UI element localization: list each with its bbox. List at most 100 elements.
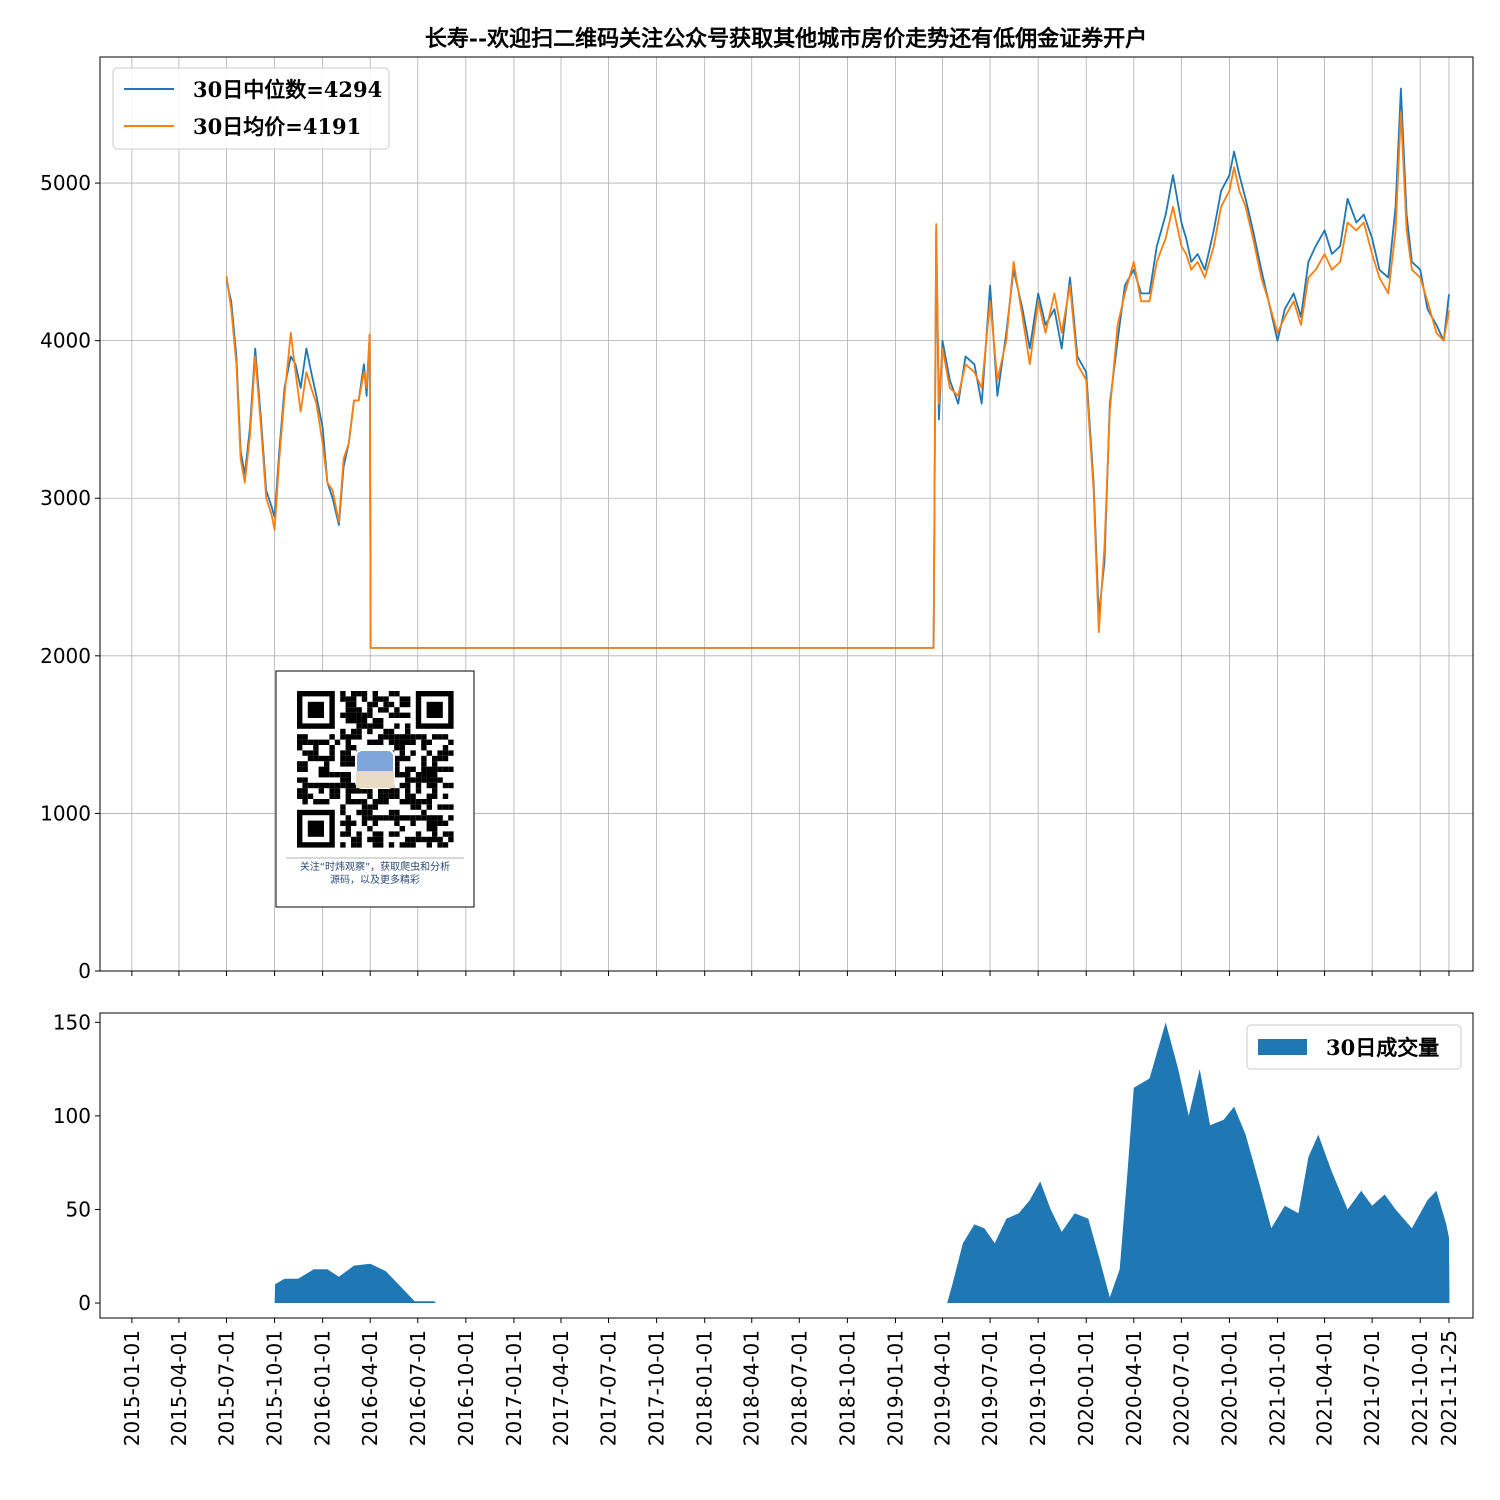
qr-module bbox=[388, 815, 395, 821]
qr-module bbox=[442, 745, 449, 751]
price-y-axis: 0 1000 2000 3000 4000 5000 bbox=[40, 171, 100, 983]
qr-module bbox=[318, 739, 324, 745]
qr-module bbox=[329, 750, 335, 756]
qr-module bbox=[307, 755, 314, 762]
price-x-ticks bbox=[131, 971, 1450, 976]
qr-module bbox=[345, 712, 351, 718]
x-tick-label: 2018-01-01 bbox=[693, 1330, 717, 1446]
qr-module bbox=[345, 777, 351, 783]
qr-module bbox=[297, 788, 303, 794]
qr-module bbox=[372, 718, 378, 724]
qr-module bbox=[426, 799, 432, 805]
qr-module bbox=[324, 761, 330, 767]
qr-module bbox=[388, 809, 395, 816]
x-tick-label: 2021-01-01 bbox=[1266, 1330, 1290, 1446]
qr-module bbox=[405, 772, 411, 778]
qr-module bbox=[372, 701, 378, 708]
qr-module bbox=[361, 799, 368, 805]
qr-module bbox=[426, 772, 432, 778]
legend-label-volume: 30日成交量 bbox=[1326, 1035, 1439, 1060]
qr-module bbox=[442, 755, 449, 762]
qr-module bbox=[442, 734, 449, 740]
qr-module bbox=[372, 696, 378, 702]
qr-module bbox=[388, 691, 395, 697]
qr-module bbox=[399, 745, 405, 751]
qr-module bbox=[442, 804, 449, 810]
x-tick-label: 2017-01-01 bbox=[502, 1330, 526, 1446]
qr-module bbox=[442, 820, 449, 826]
qr-module bbox=[345, 782, 351, 789]
qr-module bbox=[329, 793, 335, 799]
qr-module bbox=[432, 761, 438, 767]
qr-module bbox=[372, 804, 378, 810]
qr-module bbox=[378, 723, 384, 729]
qr-module bbox=[329, 782, 335, 789]
qr-module bbox=[399, 842, 405, 848]
qr-module bbox=[405, 701, 411, 708]
x-tick-label: 2016-10-01 bbox=[454, 1330, 478, 1446]
qr-module bbox=[437, 766, 443, 772]
qr-module bbox=[318, 799, 324, 805]
qr-module bbox=[351, 820, 357, 826]
qr-module bbox=[399, 772, 405, 778]
qr-module bbox=[421, 766, 427, 772]
qr-module bbox=[378, 842, 384, 848]
qr-module bbox=[410, 815, 416, 821]
qr-module bbox=[388, 788, 395, 794]
qr-module bbox=[302, 799, 308, 805]
qr-module bbox=[448, 766, 454, 772]
qr-module bbox=[383, 728, 389, 735]
qr-module bbox=[340, 691, 346, 697]
qr-module bbox=[367, 788, 373, 794]
qr-module bbox=[410, 799, 416, 805]
qr-module bbox=[340, 761, 346, 767]
x-tick-label: 2015-10-01 bbox=[263, 1330, 287, 1446]
qr-module bbox=[378, 793, 384, 799]
qr-module bbox=[324, 772, 330, 778]
qr-module bbox=[302, 734, 308, 740]
qr-module bbox=[399, 739, 405, 745]
x-tick-label: 2020-04-01 bbox=[1122, 1330, 1146, 1446]
qr-module bbox=[432, 772, 438, 778]
x-tick-label: 2021-07-01 bbox=[1360, 1330, 1384, 1446]
qr-code-overlay: 关注“时炜观察”，获取爬虫和分析 源码，以及更多精彩 bbox=[275, 670, 475, 908]
qr-module bbox=[448, 831, 454, 837]
chart-title: 长寿--欢迎扫二维码关注公众号获取其他城市房价走势还有低佣金证券开户 bbox=[425, 26, 1147, 52]
qr-module bbox=[405, 788, 411, 794]
x-tick-label: 2019-07-01 bbox=[978, 1330, 1002, 1446]
x-tick-label: 2019-01-01 bbox=[883, 1330, 907, 1446]
price-series-mean-line bbox=[225, 111, 1450, 649]
qr-module bbox=[415, 777, 422, 783]
qr-module bbox=[372, 831, 378, 837]
qr-module bbox=[432, 782, 438, 789]
qr-module bbox=[340, 712, 346, 718]
qr-module bbox=[426, 739, 432, 745]
qr-module bbox=[334, 782, 341, 789]
price-series-group bbox=[225, 87, 1450, 649]
qr-module bbox=[399, 701, 405, 708]
qr-module bbox=[372, 815, 378, 821]
qr-module bbox=[432, 788, 438, 794]
qr-module bbox=[378, 836, 384, 843]
qr-finder-core bbox=[307, 820, 324, 837]
qr-module bbox=[340, 755, 346, 762]
qr-module bbox=[340, 820, 346, 826]
qr-module bbox=[448, 815, 454, 821]
qr-module bbox=[307, 739, 314, 745]
qr-module bbox=[356, 728, 362, 735]
x-tick-label: 2018-04-01 bbox=[740, 1330, 764, 1446]
qr-module bbox=[302, 777, 308, 783]
qr-module bbox=[302, 739, 308, 745]
qr-module bbox=[356, 842, 362, 848]
qr-module bbox=[318, 788, 324, 794]
qr-module bbox=[394, 745, 400, 751]
qr-module bbox=[448, 739, 454, 745]
qr-module bbox=[367, 804, 373, 810]
qr-module bbox=[340, 696, 346, 702]
qr-module bbox=[410, 820, 416, 826]
qr-module bbox=[340, 777, 346, 783]
qr-module bbox=[361, 712, 368, 718]
qr-module bbox=[405, 734, 411, 740]
x-tick-label: 2021-11-25 bbox=[1437, 1330, 1461, 1446]
qr-module bbox=[405, 696, 411, 702]
